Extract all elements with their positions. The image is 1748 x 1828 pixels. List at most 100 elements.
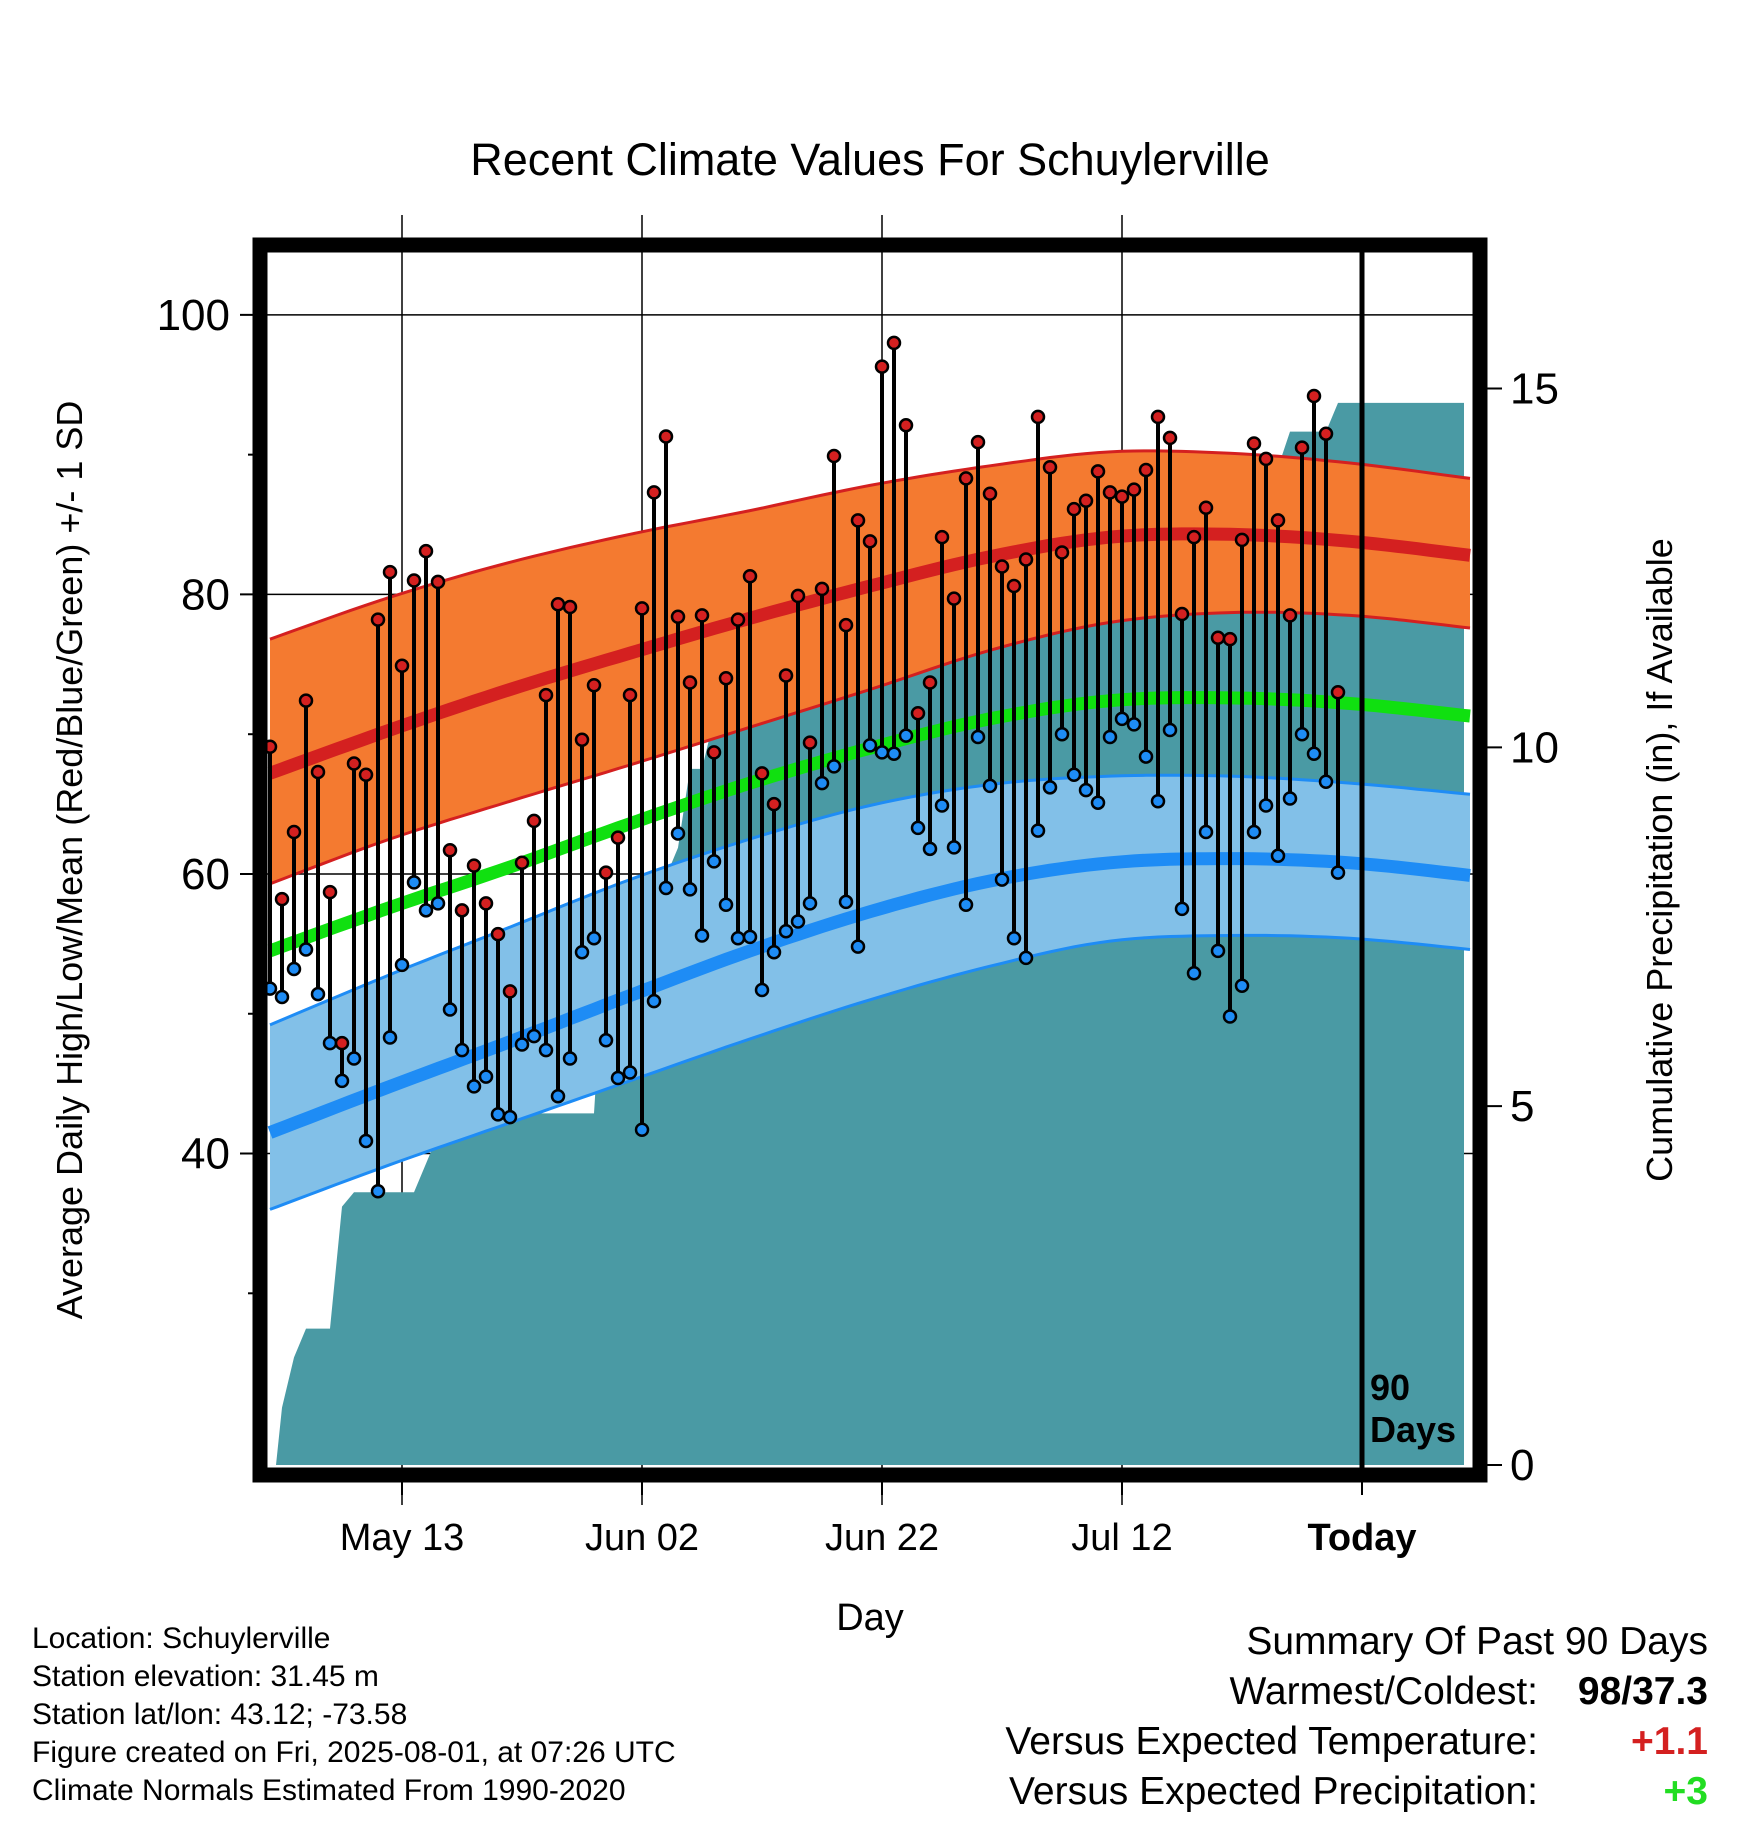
daily-high-point — [1126, 482, 1142, 497]
daily-low-point — [850, 939, 866, 954]
daily-high-point — [286, 824, 302, 840]
daily-high-point — [670, 609, 686, 625]
daily-high-point — [1030, 409, 1046, 425]
daily-low-point — [1222, 1009, 1238, 1024]
daily-low-point — [802, 896, 818, 911]
daily-low-point — [1102, 729, 1118, 745]
daily-high-point — [802, 735, 818, 750]
daily-low-point — [1198, 824, 1214, 840]
daily-high-point — [490, 926, 506, 942]
daily-high-point — [466, 858, 482, 873]
daily-high-point — [502, 984, 518, 999]
today-window-label-part: 90 — [1370, 1367, 1410, 1408]
daily-high-point — [970, 434, 986, 450]
x-tick-label: Jun 02 — [585, 1517, 699, 1559]
daily-high-point — [1174, 606, 1190, 622]
normal-low-line — [267, 852, 1471, 1139]
daily-low-point — [1150, 794, 1166, 809]
chart-title: Recent Climate Values For Schuylerville — [470, 134, 1269, 185]
y-tick-label: 60 — [181, 850, 230, 899]
daily-low-point — [862, 738, 878, 753]
summary-warm-cold: Warmest/Coldest: 98/37.3 — [1230, 1670, 1708, 1714]
daily-low-point — [970, 729, 986, 745]
daily-high-point — [574, 732, 590, 748]
daily-high-point — [946, 591, 962, 606]
daily-low-point — [418, 903, 434, 918]
daily-high-point — [814, 581, 830, 597]
latlon-text: Station lat/lon: 43.12; -73.58 — [32, 1698, 408, 1731]
daily-low-point — [1174, 901, 1190, 917]
daily-low-point — [406, 875, 422, 890]
y2-tick-label: 10 — [1510, 723, 1559, 772]
daily-high-point — [898, 418, 914, 433]
daily-low-point — [1090, 795, 1106, 810]
y-tick-label: 40 — [181, 1130, 230, 1179]
x-tick-label: May 13 — [340, 1517, 465, 1559]
daily-high-point — [790, 588, 806, 604]
y-tick-label: 80 — [181, 570, 230, 619]
daily-low-point — [466, 1079, 482, 1094]
daily-high-point — [1006, 578, 1022, 594]
daily-high-point — [454, 903, 470, 918]
daily-high-point — [1306, 388, 1322, 404]
daily-low-point — [490, 1107, 506, 1122]
summary-temperature: Versus Expected Temperature: +1.1 — [1005, 1720, 1708, 1764]
daily-low-point — [562, 1051, 578, 1066]
x-axis-label: Day — [836, 1597, 904, 1639]
daily-low-point — [742, 929, 758, 945]
station-info: Location: Schuylerville Station elevatio… — [32, 1620, 676, 1810]
x-tick-label: Today — [1307, 1517, 1416, 1559]
daily-high-point — [334, 1035, 350, 1051]
daily-high-point — [478, 896, 494, 911]
daily-high-point — [658, 429, 674, 444]
daily-high-point — [442, 842, 458, 858]
daily-high-point — [274, 891, 290, 907]
daily-high-point — [1234, 532, 1250, 548]
daily-high-point — [718, 671, 734, 686]
daily-low-point — [1114, 711, 1130, 727]
daily-high-point — [1210, 630, 1226, 646]
daily-high-point — [1042, 459, 1058, 475]
daily-low-point — [454, 1042, 470, 1058]
y-axis-label: Average Daily High/Low/Mean (Red/Blue/Gr… — [49, 401, 90, 1320]
daily-high-point — [310, 764, 326, 780]
daily-low-point — [682, 882, 698, 897]
daily-low-point — [670, 826, 686, 841]
daily-high-point — [1066, 501, 1082, 517]
daily-high-point — [1138, 462, 1154, 478]
daily-high-point — [370, 612, 386, 627]
daily-low-point — [934, 798, 950, 813]
daily-low-point — [1138, 749, 1154, 764]
daily-low-point — [874, 745, 890, 760]
today-window-label-part: Days — [1370, 1409, 1456, 1450]
daily-high-point — [1078, 493, 1094, 509]
warm-cold-label: Warmest/Coldest: — [1229, 1670, 1538, 1713]
summary-title: Summary Of Past 90 Days — [1246, 1620, 1708, 1663]
daily-low-point — [982, 778, 998, 794]
daily-high-point — [622, 687, 638, 703]
daily-high-point — [922, 675, 938, 690]
daily-low-point — [1258, 798, 1274, 813]
daily-low-point — [898, 728, 914, 743]
daily-high-point — [1318, 426, 1334, 441]
daily-low-point — [514, 1037, 530, 1052]
daily-high-point — [838, 617, 854, 633]
daily-high-point — [598, 865, 614, 880]
daily-high-point — [994, 559, 1010, 574]
daily-high-point — [514, 855, 530, 871]
daily-low-point — [298, 942, 314, 957]
daily-high-point — [1162, 430, 1178, 446]
daily-low-point — [574, 945, 590, 960]
daily-low-point — [1282, 791, 1298, 806]
daily-high-point — [1270, 513, 1286, 528]
y2-tick-label: 0 — [1510, 1441, 1534, 1490]
daily-high-point — [610, 830, 626, 845]
daily-low-point — [1306, 746, 1322, 762]
daily-low-point — [1270, 848, 1286, 864]
plot-frame — [252, 237, 1488, 1483]
daily-high-point — [982, 486, 998, 502]
daily-high-point — [874, 359, 890, 374]
temp-label: Versus Expected Temperature: — [1005, 1720, 1538, 1763]
daily-low-point — [394, 957, 410, 973]
